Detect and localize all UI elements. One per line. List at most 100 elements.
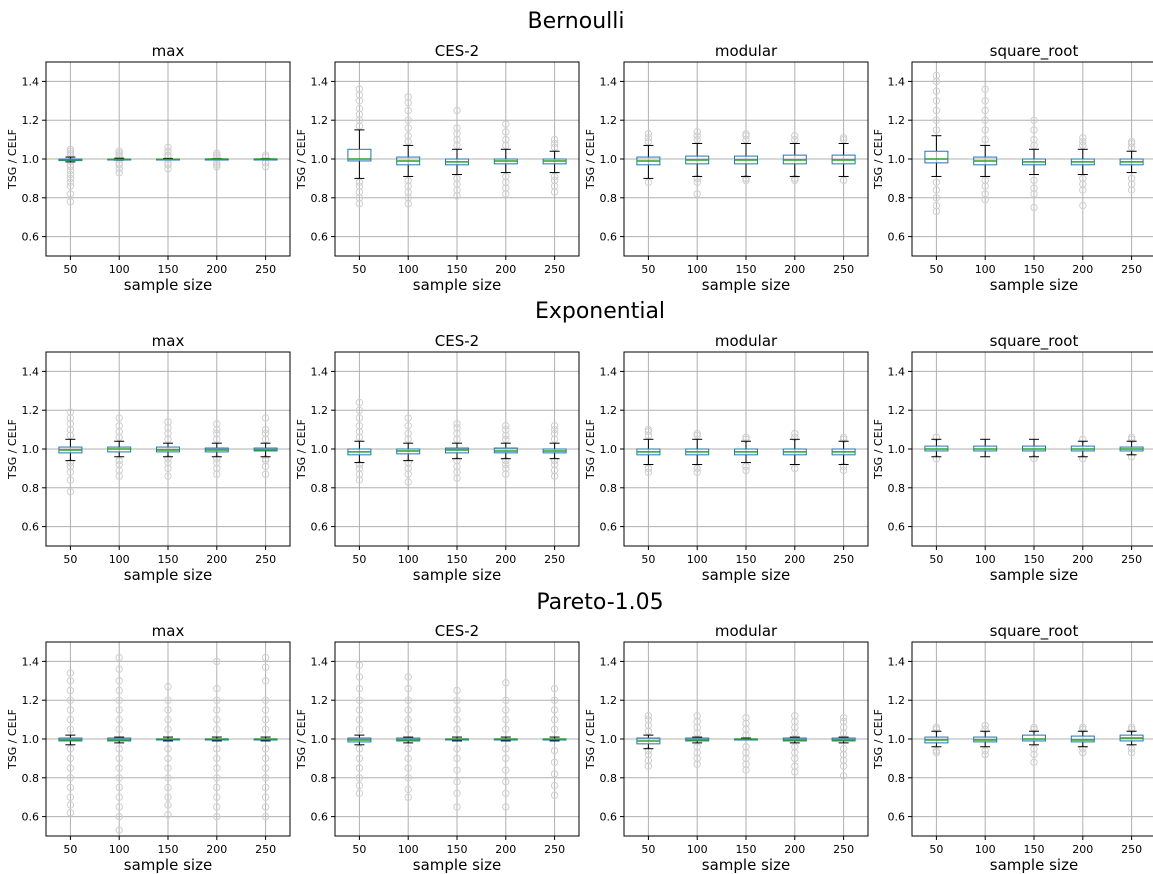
flier-point <box>261 425 270 434</box>
y-tick-label: 0.8 <box>888 772 906 785</box>
flier-point <box>1079 141 1087 150</box>
flier-point <box>693 754 701 763</box>
box-150 <box>156 418 180 480</box>
panel-exponential-max: 0.6 0.8 1.0 1.2 1.4 50 100 150 200 250 max sample s… <box>6 332 291 584</box>
flier-point <box>453 803 461 811</box>
flier-point <box>164 793 172 801</box>
flier-point <box>453 435 461 443</box>
x-tick-label: 150 <box>447 553 468 566</box>
flier-point <box>742 748 750 757</box>
flier-point <box>1030 750 1038 759</box>
flier-point <box>550 143 559 152</box>
flier-point <box>453 789 461 798</box>
flier-point <box>742 132 750 140</box>
y-tick-label: 1.0 <box>600 733 618 746</box>
flier-point <box>693 464 701 473</box>
flier-point <box>115 653 123 662</box>
flier-point <box>66 696 75 704</box>
flier-point <box>261 812 270 821</box>
x-tick-label: 250 <box>255 843 276 856</box>
flier-point <box>355 414 364 422</box>
x-tick-label: 200 <box>206 843 227 856</box>
flier-point <box>932 126 941 134</box>
flier-point <box>404 435 412 443</box>
flier-point <box>839 729 848 737</box>
flier-point <box>453 462 461 471</box>
y-tick-label: 0.6 <box>600 231 618 244</box>
flier-point <box>115 147 123 155</box>
box-200 <box>1070 435 1095 463</box>
y-tick-label: 1.4 <box>888 75 906 88</box>
flier-point <box>66 487 75 496</box>
flier-point <box>981 176 989 185</box>
box-250 <box>831 133 856 185</box>
flier-point <box>1079 133 1087 142</box>
box-150 <box>1022 723 1046 766</box>
panel-title: CES-2 <box>435 42 479 60</box>
x-tick-label: 50 <box>63 263 77 276</box>
flier-point <box>213 745 221 753</box>
flier-point <box>932 178 941 186</box>
x-tick-label: 50 <box>63 843 77 856</box>
box-150 <box>445 106 469 200</box>
flier-point <box>115 149 123 157</box>
x-tick-label: 100 <box>975 843 996 856</box>
flier-point <box>1030 141 1038 150</box>
y-tick-label: 0.8 <box>22 482 40 495</box>
flier-point <box>453 130 461 138</box>
flier-point <box>644 137 653 146</box>
x-tick-label: 250 <box>544 843 565 856</box>
flier-point <box>1030 745 1038 753</box>
x-axis-label: sample size <box>413 856 501 874</box>
flier-point <box>404 194 412 202</box>
x-tick-label: 50 <box>929 843 943 856</box>
panel-title: modular <box>715 332 778 350</box>
box-50 <box>924 433 949 463</box>
flier-point <box>839 466 848 475</box>
panel-exponential-modular: 0.6 0.8 1.0 1.2 1.4 50 100 150 200 250 modular samp… <box>584 332 869 584</box>
flier-point <box>115 715 123 724</box>
flier-point <box>502 745 510 753</box>
y-tick-label: 1.4 <box>311 75 329 88</box>
flier-point <box>502 789 510 798</box>
flier-point <box>550 172 559 181</box>
box-250 <box>1119 433 1144 461</box>
flier-point <box>404 106 412 115</box>
x-tick-label: 250 <box>544 263 565 276</box>
flier-point <box>164 464 172 473</box>
flier-point <box>550 725 559 733</box>
flier-point <box>550 429 559 438</box>
flier-point <box>355 715 364 724</box>
box-200 <box>204 420 229 478</box>
row-title-exponential: Exponential <box>535 299 665 324</box>
flier-point <box>791 712 799 720</box>
box-100 <box>107 653 132 834</box>
flier-point <box>213 715 221 724</box>
box-250 <box>831 713 856 780</box>
flier-point <box>355 433 364 442</box>
x-axis-label: sample size <box>990 566 1078 584</box>
flier-point <box>981 196 989 204</box>
flier-point <box>404 188 412 196</box>
flier-point <box>1127 186 1136 194</box>
flier-point <box>502 128 510 136</box>
flier-point <box>1030 116 1038 124</box>
box-150 <box>156 143 180 173</box>
flier-point <box>453 174 461 183</box>
iqr-box <box>1070 735 1095 743</box>
flier-point <box>644 130 653 138</box>
flier-point <box>981 746 989 755</box>
flier-point <box>644 425 653 434</box>
flier-point <box>164 418 172 426</box>
box-100 <box>396 93 421 208</box>
flier-point <box>502 435 510 443</box>
flier-point <box>66 686 75 695</box>
flier-point <box>213 774 221 782</box>
flier-point <box>355 774 364 782</box>
x-tick-label: 150 <box>447 843 468 856</box>
flier-point <box>932 186 941 194</box>
y-tick-label: 0.8 <box>888 192 906 205</box>
box-250 <box>253 151 278 171</box>
box-50 <box>58 145 83 206</box>
x-axis-label: sample size <box>702 856 790 874</box>
